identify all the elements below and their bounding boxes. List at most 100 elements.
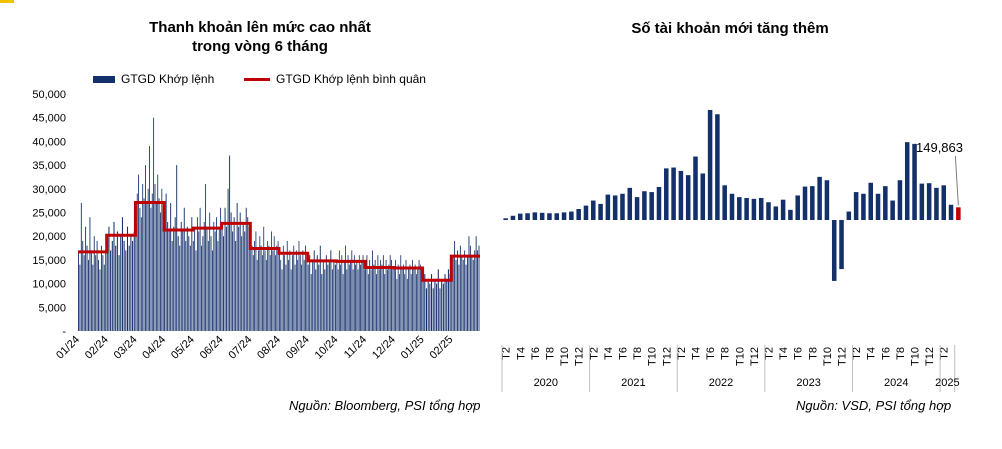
daily-value-bar [120,236,122,331]
new-accounts-bar [883,186,888,220]
daily-value-bar [268,245,270,331]
daily-value-bar [400,255,402,331]
new-accounts-bar [758,198,764,220]
daily-value-bar [462,259,464,331]
daily-value-bar [316,255,318,331]
right-x-tick-label: T12 [837,347,849,366]
daily-value-bar [478,245,480,331]
daily-value-bar [371,250,373,331]
daily-value-bar [309,255,311,331]
new-accounts-bar [824,180,830,220]
daily-value-bar [321,274,323,331]
daily-value-bar [223,236,225,331]
daily-value-bar [140,217,142,331]
daily-value-bar [216,217,217,331]
new-accounts-bar [700,173,706,220]
left-y-tick-label: 35,000 [32,160,66,172]
left-x-tick-label: 08/24 [255,334,283,362]
new-accounts-bar [561,212,567,220]
daily-value-bar [384,274,386,331]
daily-value-bar [475,236,477,331]
daily-value-bar [82,240,84,331]
daily-value-bar [157,174,159,331]
daily-value-bar [380,259,382,331]
daily-value-bar [301,264,302,331]
daily-value-bar [418,259,420,331]
daily-value-bar [328,259,330,331]
daily-value-bar [396,278,398,331]
daily-value-bar [238,226,240,331]
daily-value-bar [315,269,317,331]
right-source-note: Nguồn: VSD, PSI tổng hợp [796,398,952,413]
daily-value-bar [139,207,141,331]
left-y-tick-label: 25,000 [32,208,66,220]
daily-value-bar [346,269,348,331]
new-accounts-bar [846,211,852,220]
daily-value-bar [282,245,284,331]
daily-value-bar [284,255,286,331]
new-accounts-bar [926,183,932,220]
daily-value-bar [442,283,444,331]
latest-new-accounts-bar [956,207,961,220]
daily-value-bar [221,221,223,331]
daily-value-bar [333,259,335,331]
daily-value-bar [306,255,308,331]
new-accounts-bar [941,185,947,220]
daily-value-bar [198,231,200,331]
daily-value-bar [98,259,99,331]
daily-value-bar [224,207,226,331]
daily-value-bar [431,274,433,331]
new-accounts-bar [744,198,749,220]
daily-value-bar [358,255,360,331]
daily-value-bar [250,226,252,331]
daily-value-bar [239,212,241,331]
daily-value-bar [194,226,196,331]
new-accounts-bar [868,182,873,220]
new-accounts-bar [802,186,808,220]
new-accounts-bar [904,142,910,220]
daily-value-bar [263,226,265,331]
daily-value-bar [245,207,247,331]
daily-value-bar [461,255,463,331]
daily-value-bar [294,264,296,331]
new-accounts-bar [766,202,771,220]
daily-value-bar [414,264,416,331]
left-x-tick-label: 01/24 [54,334,82,362]
right-x-tick-label: T2 [676,347,688,360]
new-accounts-bar [649,192,654,220]
daily-value-bar [334,264,336,331]
daily-value-bar [121,217,123,331]
liquidity-chart-title: Thanh khoản lên mức cao nhất trong vòng … [100,18,420,56]
right-x-tick-label: T6 [793,347,805,360]
year-label: 2023 [796,377,820,389]
daily-value-bar [165,193,167,331]
daily-value-bar [188,236,190,331]
daily-value-bar [272,250,274,331]
daily-value-bar [146,203,148,331]
daily-value-bar [361,259,363,331]
daily-value-bar [164,212,166,331]
daily-value-bar [151,193,153,331]
daily-value-bar [353,255,355,331]
right-x-tick-label: T4 [866,347,878,360]
left-source-note: Nguồn: Bloomberg, PSI tổng hợp [289,398,481,413]
legend-average-label: GTGD Khớp lệnh bình quân [276,72,426,86]
daily-value-bar [214,231,216,331]
daily-value-bar [174,217,176,331]
daily-value-bar [229,155,231,331]
daily-value-bar [116,231,118,331]
right-x-tick-label: T6 [617,347,629,360]
right-x-tick-label: T12 [924,347,936,366]
daily-value-bar [399,274,400,331]
left-y-tick-label: - [62,326,66,338]
daily-value-bar [161,188,163,331]
daily-value-bar [105,250,107,331]
daily-value-bar [255,231,257,331]
left-y-tick-label: 5,000 [38,302,66,314]
daily-value-bar [115,245,117,331]
daily-value-bar [319,245,321,331]
left-x-tick-label: 11/24 [342,334,369,361]
new-accounts-bar [591,200,596,220]
daily-value-bar [118,255,120,331]
daily-value-bar [337,269,339,331]
